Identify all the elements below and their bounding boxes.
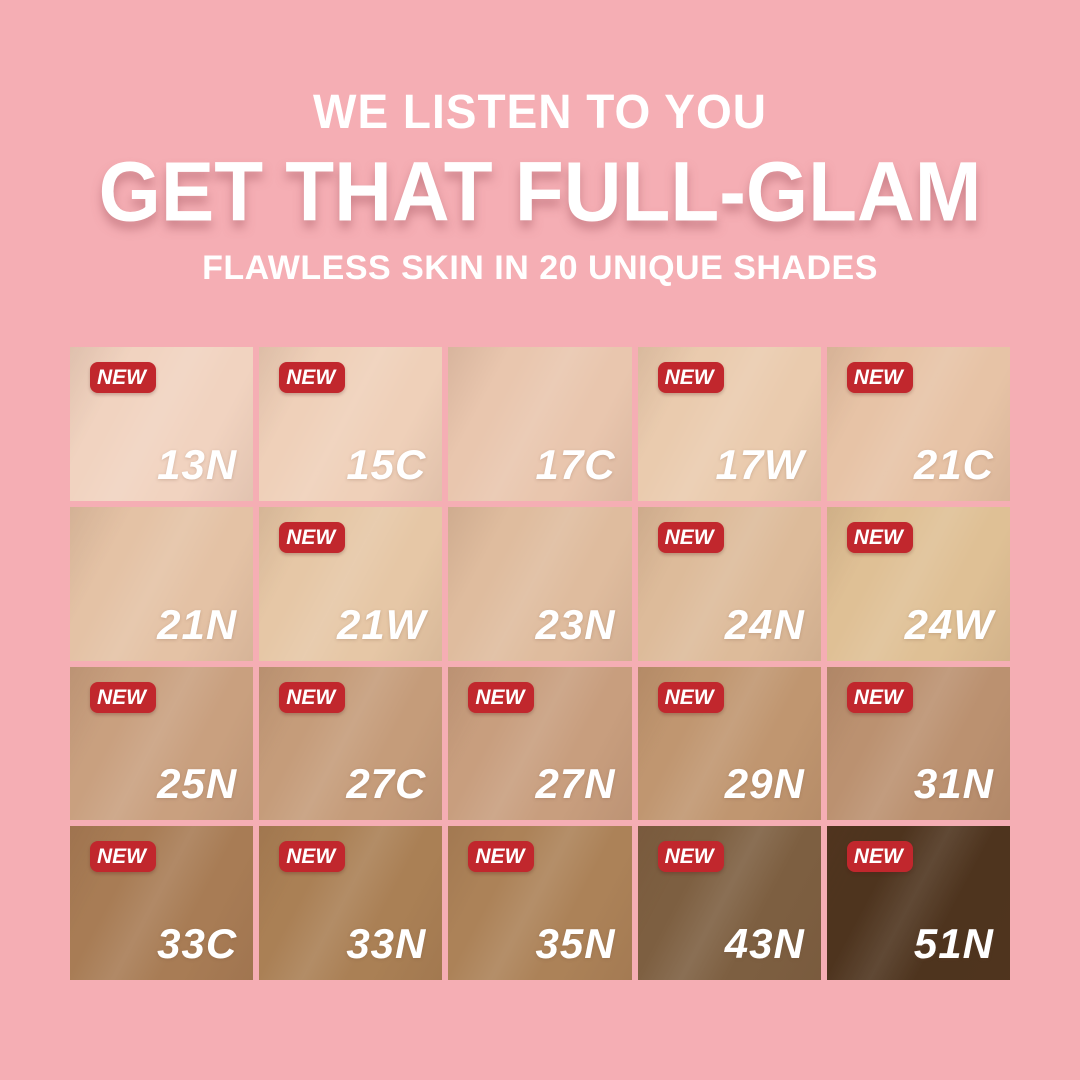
shade-code-label: 35N xyxy=(535,920,616,967)
new-badge: NEW xyxy=(90,681,156,713)
new-badge: NEW xyxy=(468,841,535,873)
shade-code-label: 27C xyxy=(346,760,427,808)
shade-swatch-51n: NEW 51N xyxy=(826,826,1010,980)
shade-swatch-15c: NEW 15C xyxy=(259,347,443,501)
new-badge: NEW xyxy=(279,362,346,393)
shade-grid: NEW 13N NEW 15C 17C NEW 17W NEW 21C 21N … xyxy=(70,347,1010,980)
shade-swatch-21c: NEW 21C xyxy=(826,347,1010,501)
shade-swatch-27c: NEW 27C xyxy=(259,666,443,821)
shade-swatch-24n: NEW 24N xyxy=(637,506,821,661)
shade-swatch-25n: NEW 25N xyxy=(70,666,254,821)
new-badge: NEW xyxy=(846,681,913,713)
shade-code-label: 33N xyxy=(346,920,427,967)
shade-code-label: 24N xyxy=(724,600,805,648)
shade-swatch-21w: NEW 21W xyxy=(259,506,443,661)
shade-swatch-27n: NEW 27N xyxy=(448,666,632,821)
shade-code-label: 29N xyxy=(724,760,805,808)
shade-swatch-17c: 17C xyxy=(448,347,632,501)
shade-code-label: 33C xyxy=(157,920,238,967)
shade-code-label: 25N xyxy=(157,760,238,808)
shade-swatch-35n: NEW 35N xyxy=(448,826,632,980)
new-badge: NEW xyxy=(90,841,156,873)
new-badge: NEW xyxy=(657,841,724,873)
shade-swatch-33c: NEW 33C xyxy=(70,826,254,980)
shade-code-label: 21N xyxy=(157,600,238,648)
new-badge: NEW xyxy=(279,841,346,873)
shade-code-label: 31N xyxy=(913,760,994,808)
shade-swatch-31n: NEW 31N xyxy=(826,666,1010,821)
shade-swatch-17w: NEW 17W xyxy=(637,347,821,501)
header-title: GET THAT FULL-GLAM xyxy=(98,144,982,239)
new-badge: NEW xyxy=(279,681,346,713)
shade-code-label: 15C xyxy=(346,440,427,488)
shade-code-label: 17C xyxy=(535,440,616,488)
new-badge: NEW xyxy=(657,362,724,393)
new-badge: NEW xyxy=(846,521,913,553)
shade-swatch-24w: NEW 24W xyxy=(826,506,1010,661)
shade-code-label: 17W xyxy=(715,440,805,488)
shade-code-label: 21C xyxy=(913,440,994,488)
shade-code-label: 13N xyxy=(157,440,238,488)
header-tagline: WE LISTEN TO YOU xyxy=(313,83,767,139)
shade-code-label: 43N xyxy=(724,920,805,967)
shade-code-label: 21W xyxy=(337,600,427,648)
shade-code-label: 51N xyxy=(913,920,994,967)
new-badge: NEW xyxy=(657,681,724,713)
new-badge: NEW xyxy=(468,681,535,713)
new-badge: NEW xyxy=(846,841,913,873)
shade-swatch-13n: NEW 13N xyxy=(70,347,254,501)
new-badge: NEW xyxy=(279,521,346,553)
shade-code-label: 27N xyxy=(535,760,616,808)
new-badge: NEW xyxy=(846,362,913,393)
shade-swatch-29n: NEW 29N xyxy=(637,666,821,821)
header-subtitle: FLAWLESS SKIN IN 20 UNIQUE SHADES xyxy=(202,249,878,287)
shade-code-label: 23N xyxy=(535,600,616,648)
shade-swatch-23n: 23N xyxy=(448,506,632,661)
new-badge: NEW xyxy=(657,521,724,553)
shade-code-label: 24W xyxy=(904,600,994,648)
shade-swatch-43n: NEW 43N xyxy=(637,826,821,980)
shade-swatch-21n: 21N xyxy=(70,506,254,661)
shade-swatch-33n: NEW 33N xyxy=(259,826,443,980)
new-badge: NEW xyxy=(90,362,156,393)
